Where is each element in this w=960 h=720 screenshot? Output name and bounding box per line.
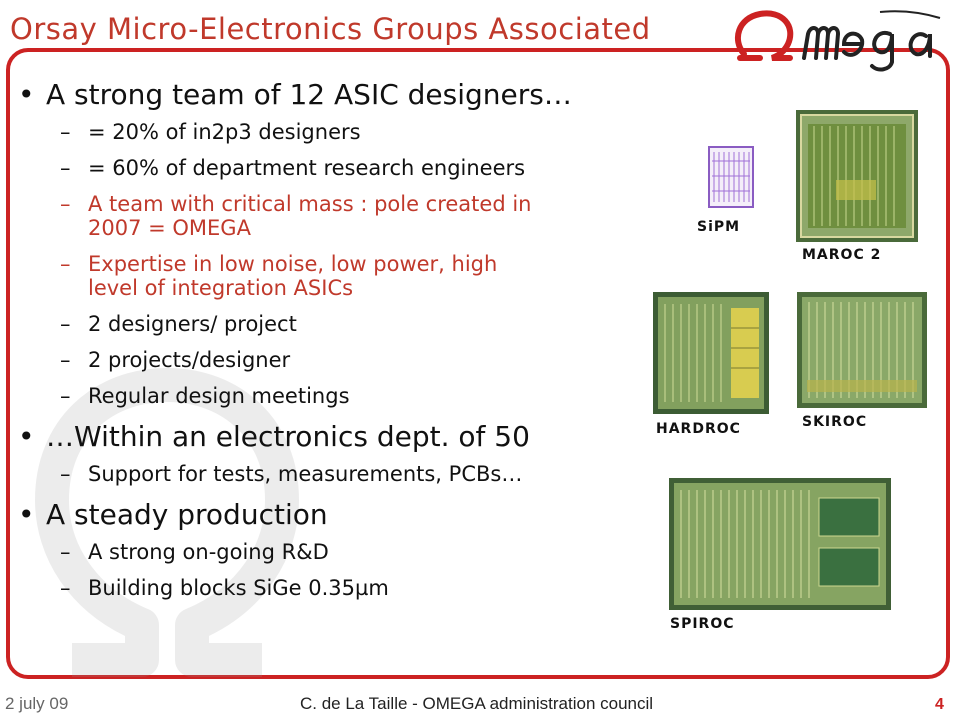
sub-bullet-text: Expertise in low noise, low power, high	[88, 252, 498, 276]
bullet-dot-icon: •	[18, 420, 35, 453]
maroc2-chip-image	[796, 110, 918, 242]
sipm-chip-image	[708, 146, 754, 208]
bullet-item: • …Within an electronics dept. of 50	[18, 420, 658, 454]
bullet-text: A strong team of 12 ASIC designers…	[46, 78, 572, 111]
hardroc-chip-image	[653, 292, 769, 414]
sub-bullet-item: – 2 designers/ project	[18, 312, 658, 336]
footer-date: 2 july 09	[5, 694, 69, 713]
omega-watermark-icon	[35, 368, 299, 677]
bullet-list: • A strong team of 12 ASIC designers… – …	[18, 78, 658, 612]
bullet-dot-icon: •	[18, 78, 35, 111]
sub-bullet-item: – A strong on-going R&D	[18, 540, 658, 564]
sub-bullet-item: – = 60% of department research engineers	[18, 156, 658, 180]
sipm-label: SiPM	[697, 219, 741, 235]
sub-bullet-text: 2007 = OMEGA	[88, 216, 251, 240]
skiroc-label: SKIROC	[802, 414, 868, 430]
sub-bullet-text: Support for tests, measurements, PCBs…	[88, 462, 523, 486]
spiroc-chip-image	[669, 478, 891, 610]
dash-icon: –	[60, 120, 71, 144]
bullet-text: A steady production	[46, 498, 328, 531]
dash-icon: –	[60, 156, 71, 180]
sub-bullet-text: Building blocks SiGe 0.35µm	[88, 576, 389, 600]
skiroc-chip-image	[797, 292, 927, 408]
dash-icon: –	[60, 312, 71, 336]
sub-bullet-text: Regular design meetings	[88, 384, 350, 408]
sub-bullet-text: A strong on-going R&D	[88, 540, 329, 564]
maroc2-label: MAROC 2	[802, 247, 882, 263]
sub-bullet-text: A team with critical mass : pole created…	[88, 192, 532, 216]
sub-bullet-item-highlight: – A team with critical mass : pole creat…	[18, 192, 658, 240]
dash-icon: –	[60, 462, 71, 486]
slide-title: Orsay Micro-Electronics Groups Associate…	[10, 12, 651, 46]
sub-bullet-item: – = 20% of in2p3 designers	[18, 120, 658, 144]
dash-icon: –	[60, 252, 71, 276]
sub-bullet-item: – Regular design meetings	[18, 384, 658, 408]
bullet-text: …Within an electronics dept. of 50	[46, 420, 530, 453]
bullet-item: • A steady production	[18, 498, 658, 532]
sub-bullet-item: – Support for tests, measurements, PCBs…	[18, 462, 658, 486]
sub-bullet-item-highlight: – Expertise in low noise, low power, hig…	[18, 252, 658, 300]
omega-logo-icon	[734, 10, 941, 72]
sub-bullet-text: level of integration ASICs	[88, 276, 354, 300]
hardroc-label: HARDROC	[656, 421, 741, 437]
dash-icon: –	[60, 348, 71, 372]
footer-presenter: C. de La Taille - OMEGA administration c…	[300, 694, 654, 713]
dash-icon: –	[60, 384, 71, 408]
dash-icon: –	[60, 540, 71, 564]
spiroc-label: SPIROC	[670, 616, 735, 632]
bullet-dot-icon: •	[18, 498, 35, 531]
sub-bullet-text: 2 designers/ project	[88, 312, 297, 336]
dash-icon: –	[60, 576, 71, 600]
dash-icon: –	[60, 192, 71, 216]
page-number: 4	[935, 696, 944, 713]
sub-bullet-text: 2 projects/designer	[88, 348, 291, 372]
sub-bullet-item: – Building blocks SiGe 0.35µm	[18, 576, 658, 600]
bullet-item: • A strong team of 12 ASIC designers…	[18, 78, 658, 112]
sub-bullet-text: = 60% of department research engineers	[88, 156, 526, 180]
sub-bullet-text: = 20% of in2p3 designers	[88, 120, 361, 144]
sub-bullet-item: – 2 projects/designer	[18, 348, 658, 372]
